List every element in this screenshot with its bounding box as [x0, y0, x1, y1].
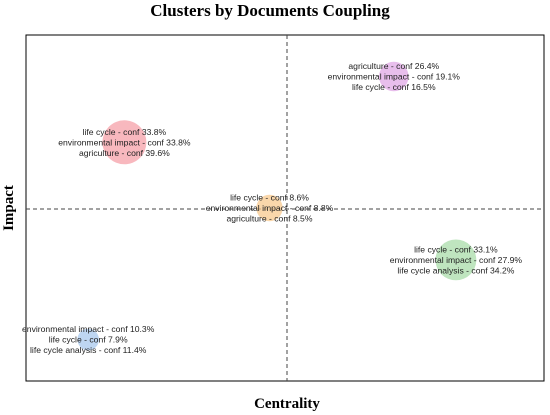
cluster-label: environmental impact - conf 27.9%	[390, 255, 523, 265]
cluster-bubble	[77, 328, 99, 351]
cluster-label: life cycle - conf 8.6%	[230, 193, 309, 203]
cluster-bubble	[435, 239, 477, 281]
cluster-label: life cycle - conf 7.9%	[49, 335, 128, 345]
y-axis-label: Impact	[1, 185, 17, 231]
cluster-points: agriculture - conf 26.4%environmental im…	[22, 61, 522, 355]
cluster-bubble	[256, 194, 283, 222]
cluster-bubble	[102, 120, 147, 165]
cluster-label: life cycle - conf 16.5%	[352, 82, 436, 92]
cluster-label: environmental impact - conf 33.8%	[58, 137, 191, 147]
cluster-label: life cycle analysis - conf 34.2%	[397, 265, 514, 275]
chart-title: Clusters by Documents Coupling	[150, 1, 390, 20]
cluster-label: life cycle analysis - conf 11.4%	[30, 345, 147, 355]
cluster-bubble	[379, 61, 409, 92]
cluster-label: environmental impact - conf 19.1%	[328, 72, 461, 82]
cluster-label: agriculture - conf 26.4%	[348, 61, 439, 71]
x-axis-label: Centrality	[254, 396, 320, 412]
cluster-label: agriculture - conf 39.6%	[79, 148, 170, 158]
cluster-label: agriculture - conf 8.5%	[227, 214, 313, 224]
cluster-label: life cycle - conf 33.8%	[83, 127, 167, 137]
cluster-label: environmental impact - conf 10.3%	[22, 324, 155, 334]
cluster-label: environmental impact - conf 8.8%	[206, 203, 334, 213]
cluster-label: life cycle - conf 33.1%	[414, 244, 498, 254]
plot-frame	[25, 34, 545, 382]
